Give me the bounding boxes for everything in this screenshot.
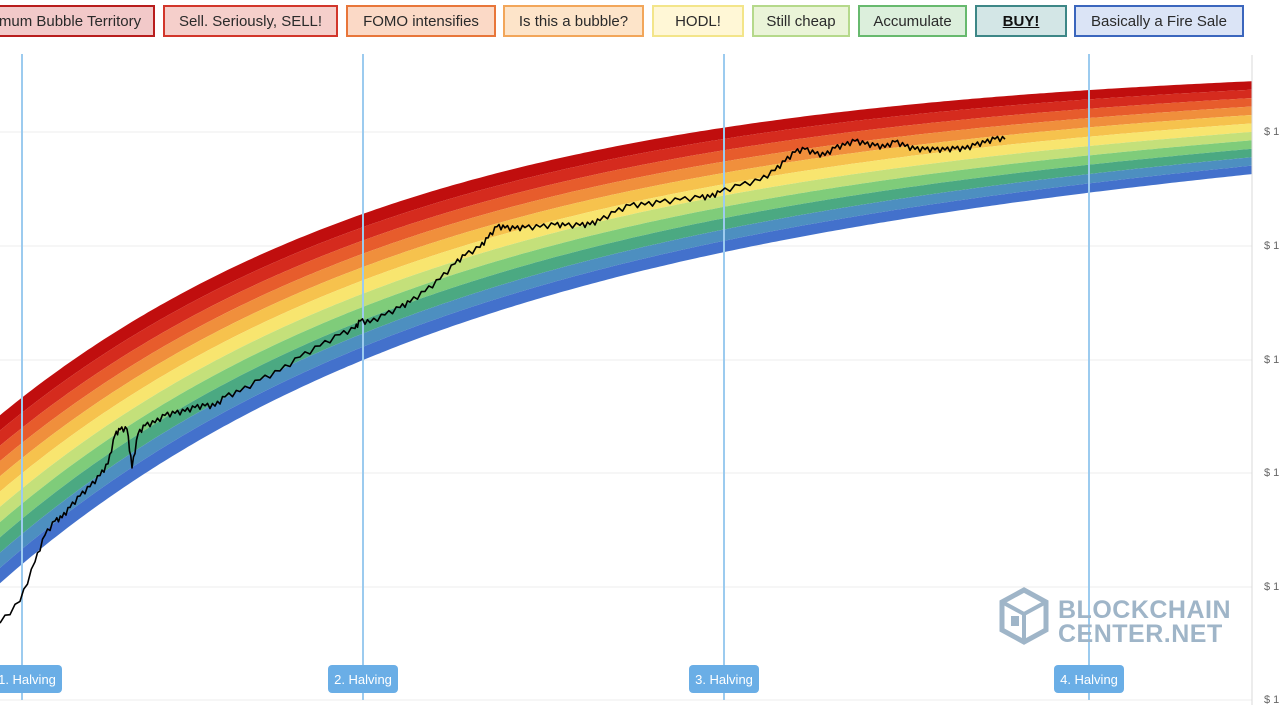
y-tick-label: $ 1	[1264, 126, 1280, 138]
legend-item-6[interactable]: Accumulate	[858, 5, 967, 37]
rainbow-band-3	[0, 106, 1252, 477]
legend-item-5[interactable]: Still cheap	[752, 5, 850, 37]
y-tick-label: $ 1	[1264, 240, 1280, 252]
legend-item-7[interactable]: BUY!	[975, 5, 1067, 37]
blockchaincenter-logo: BLOCKCHAIN CENTER.NET	[998, 586, 1232, 648]
y-tick-label: $ 1	[1264, 581, 1280, 593]
y-tick-label: $ 1	[1264, 467, 1280, 479]
rainbow-legend: mum Bubble Territory Sell. Seriously, SEL…	[0, 0, 1280, 48]
price-line	[0, 135, 1006, 624]
halving-label-3: 3. Halving	[689, 665, 759, 693]
legend-item-1[interactable]: Sell. Seriously, SELL!	[163, 5, 338, 37]
legend-item-0[interactable]: mum Bubble Territory	[0, 5, 155, 37]
legend-item-8[interactable]: Basically a Fire Sale	[1074, 5, 1244, 37]
halving-lines	[21, 54, 1090, 700]
cube-logo-icon	[999, 587, 1049, 645]
logo-text-line2: CENTER.NET	[1058, 620, 1223, 648]
rainbow-band-0	[0, 81, 1252, 431]
logo-text-line1: BLOCKCHAIN	[1058, 596, 1232, 624]
halving-label-1: 1. Halving	[0, 665, 62, 693]
halving-label-2: 2. Halving	[328, 665, 398, 693]
legend-item-4[interactable]: HODL!	[652, 5, 744, 37]
rainbow-band-1	[0, 89, 1252, 446]
legend-item-3[interactable]: Is this a bubble?	[503, 5, 644, 37]
legend-item-2[interactable]: FOMO intensifies	[346, 5, 496, 37]
y-tick-label: $ 1	[1264, 354, 1280, 366]
y-tick-label: $ 1	[1264, 694, 1280, 706]
halving-label-4: 4. Halving	[1054, 665, 1124, 693]
rainbow-band-2	[0, 98, 1252, 461]
rainbow-bands	[0, 81, 1252, 584]
